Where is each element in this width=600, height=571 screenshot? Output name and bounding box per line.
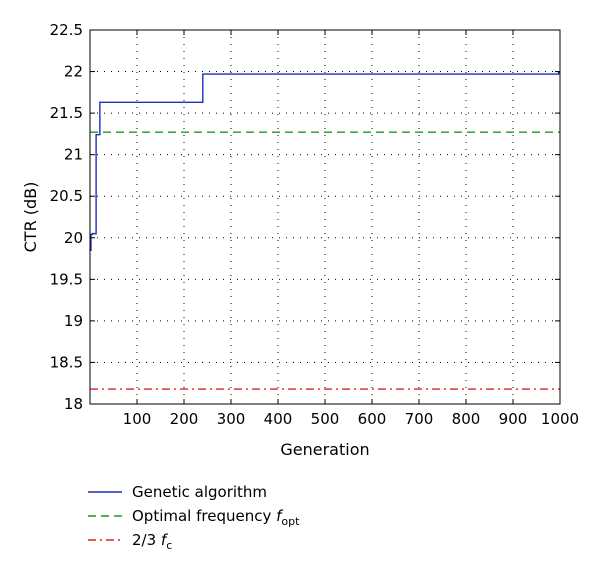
y-tick-label: 18 [64,395,83,413]
x-tick-label: 700 [405,410,434,428]
y-tick-label: 21 [64,146,83,164]
legend-label: 2/3 [132,531,161,549]
x-tick-label: 800 [452,410,481,428]
x-tick-label: 200 [170,410,199,428]
y-tick-label: 22.5 [50,21,83,39]
y-tick-label: 19.5 [50,270,83,288]
ticks: 18 18.5 19 19.5 20 20.5 21 21.5 22 22.5 100 200 300 4… [50,21,580,428]
x-tick-label: 900 [499,410,528,428]
y-axis-title: CTR (dB) [21,182,40,253]
series-layer [90,71,560,390]
legend-entry-2: 2/3 fc [132,531,172,552]
grid [90,30,560,404]
y-tick-label: 21.5 [50,104,83,122]
y-tick-label: 19 [64,312,83,330]
legend-label: Optimal frequency [132,507,276,525]
x-tick-label: 1000 [541,410,579,428]
legend-subscript: opt [281,515,300,528]
legend-symbol: f [276,507,284,525]
x-axis-title: Generation [280,440,369,459]
series-line-0 [90,71,560,251]
legend-entry-1: Optimal frequency fopt [132,507,300,528]
y-tick-label: 18.5 [50,353,83,371]
legend-entry-0: Genetic algorithm [132,483,267,501]
x-tick-label: 500 [311,410,340,428]
y-tick-label: 20 [64,229,83,247]
x-tick-label: 300 [217,410,246,428]
x-tick-label: 400 [264,410,293,428]
legend-subscript: c [166,539,172,552]
x-tick-label: 600 [358,410,387,428]
y-tick-label: 20.5 [50,187,83,205]
y-tick-label: 22 [64,63,83,81]
x-tick-label: 100 [123,410,152,428]
legend-symbol: f [161,531,169,549]
legend-label: Genetic algorithm [132,483,267,501]
